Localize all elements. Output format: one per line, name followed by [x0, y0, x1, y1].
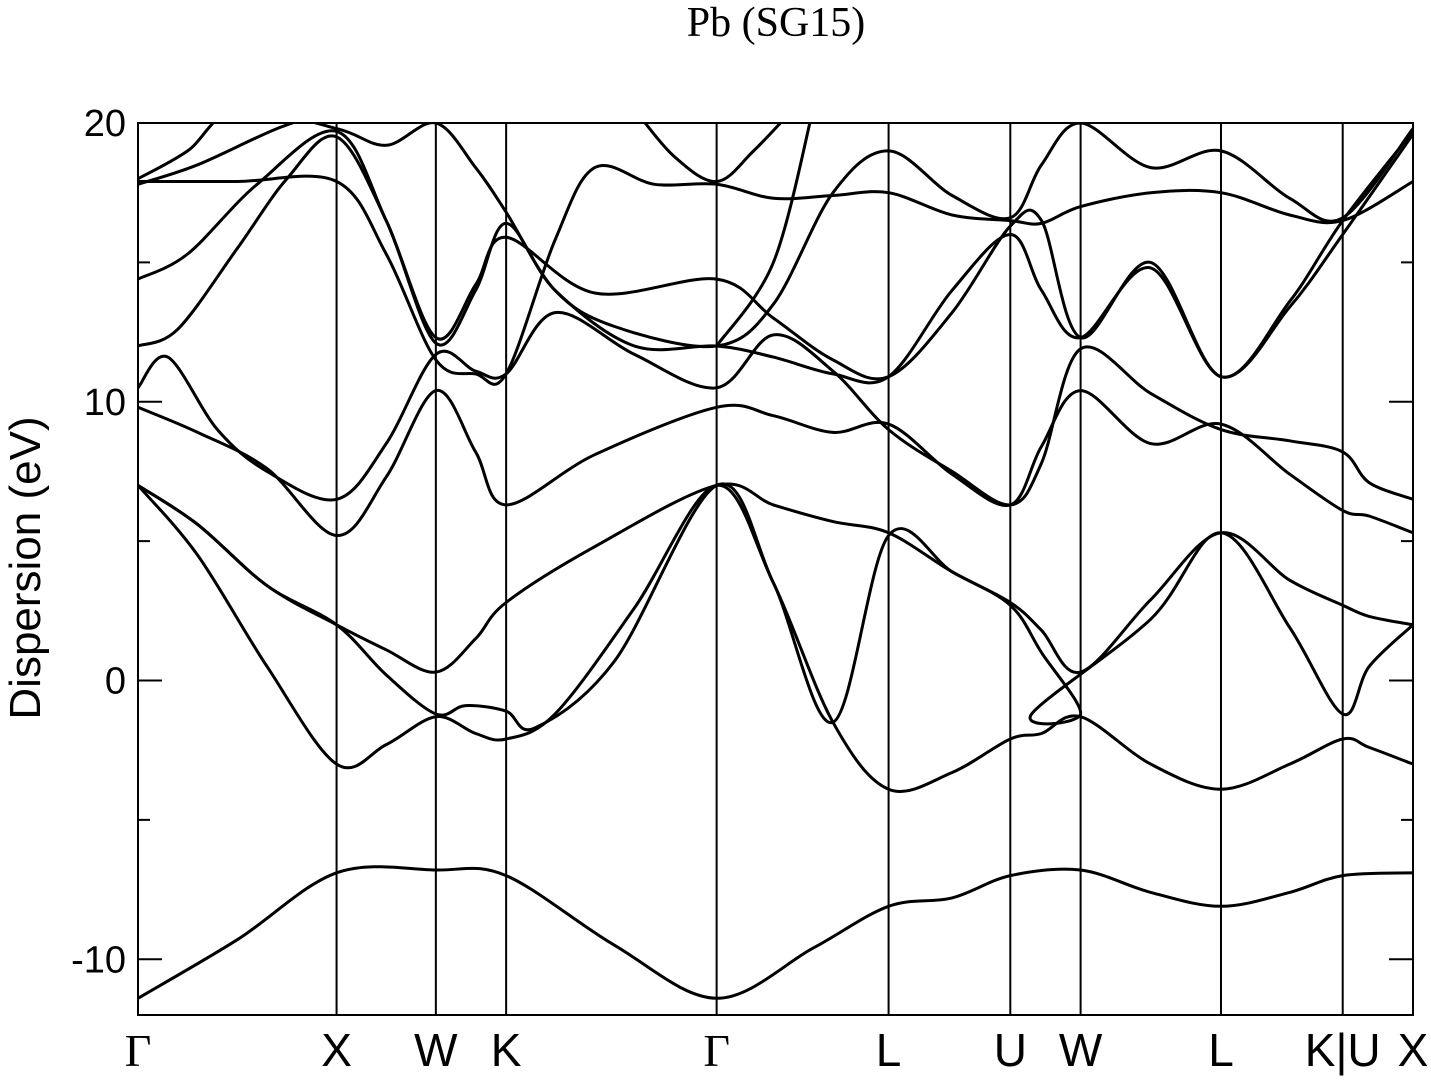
x-tick-label-4: Γ	[703, 1025, 730, 1076]
x-tick-label-2: W	[414, 1024, 458, 1076]
plot-frame	[137, 122, 1414, 1016]
band-line-9	[138, 164, 1413, 386]
band-line-8	[138, 129, 1413, 381]
y-tick-label-0: 20	[84, 103, 126, 145]
y-tick-label-3: -10	[71, 939, 126, 981]
band-line-11	[138, 123, 297, 186]
x-tick-label-0: Γ	[125, 1025, 152, 1076]
band-line-4	[138, 482, 1413, 732]
x-tick-label-3: K	[491, 1024, 522, 1076]
band-line-12	[715, 123, 812, 347]
x-tick-label-8: L	[1208, 1024, 1234, 1076]
x-tick-label-5: L	[876, 1024, 902, 1076]
x-tick-label-10: X	[1398, 1024, 1429, 1076]
y-axis-label: Dispersion (eV)	[1, 416, 50, 719]
x-axis-ticks: Γ X W K Γ L U W L K|U X	[125, 1024, 1429, 1076]
x-tick-label-7: W	[1059, 1024, 1103, 1076]
high-symmetry-lines	[335, 123, 1344, 1015]
chart-title: Pb (SG15)	[687, 0, 866, 46]
x-tick-label-9: K|U	[1305, 1024, 1381, 1076]
band-line-10	[138, 123, 1413, 349]
x-tick-label-6: U	[994, 1024, 1027, 1076]
y-tick-label-1: 10	[84, 382, 126, 424]
x-tick-label-1: X	[321, 1024, 352, 1076]
y-axis-ticks: 20 10 0 -10	[71, 103, 1413, 981]
band-line-13	[643, 123, 783, 184]
y-tick-label-2: 0	[105, 661, 126, 703]
